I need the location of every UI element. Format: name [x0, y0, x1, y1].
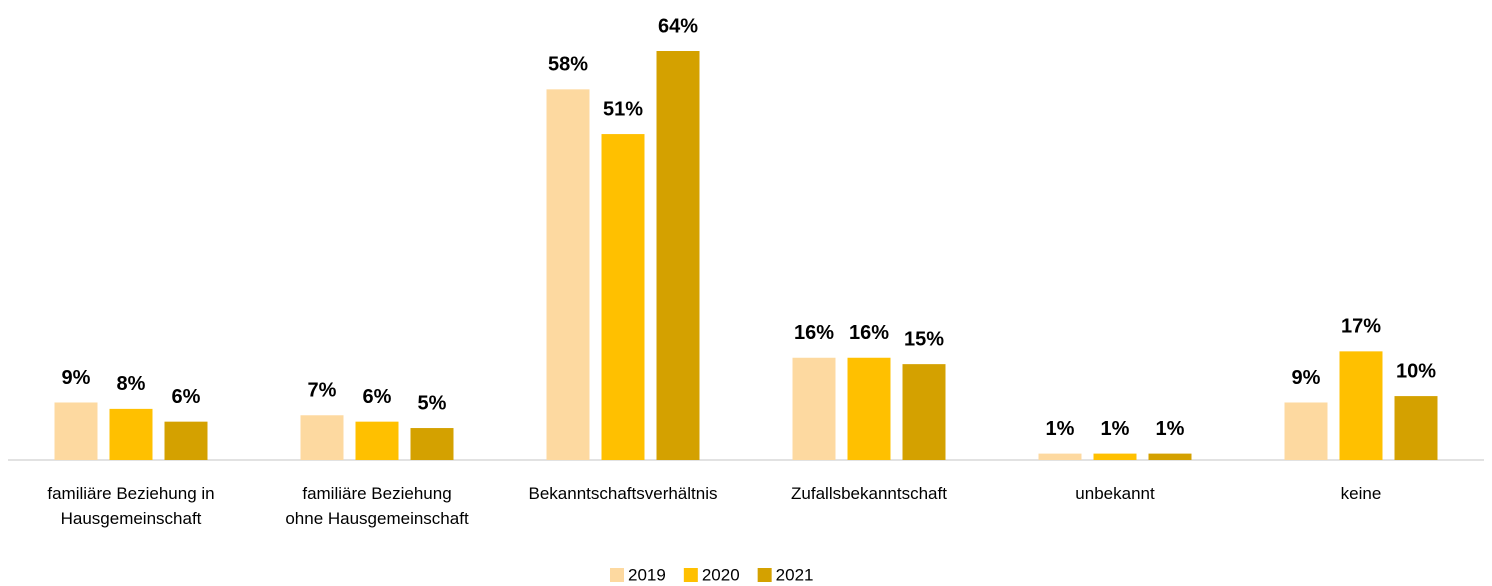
bar: [164, 421, 208, 460]
bar: [546, 89, 590, 460]
bar: [792, 357, 836, 460]
legend-swatch: [757, 568, 772, 582]
value-label: 9%: [1292, 367, 1321, 389]
bar: [410, 428, 454, 460]
legend-swatch: [610, 568, 624, 582]
value-label: 1%: [1101, 418, 1130, 440]
value-label: 9%: [62, 367, 91, 389]
bar: [1394, 396, 1438, 460]
x-tick-label: keine: [1340, 484, 1382, 503]
value-label: 6%: [172, 386, 201, 408]
x-tick-label: familiäre Beziehung in Hausgemeinschaft: [47, 484, 215, 528]
value-label: 15%: [904, 328, 944, 350]
bar: [1284, 402, 1328, 460]
legend-label: 2020: [702, 565, 740, 584]
value-label: 16%: [794, 322, 834, 344]
bar: [355, 421, 399, 460]
legend-swatch: [683, 568, 698, 582]
value-label: 7%: [308, 380, 337, 402]
legend-label: 2021: [776, 565, 814, 584]
bar: [1038, 453, 1082, 460]
bar: [847, 357, 891, 460]
value-label: 58%: [548, 54, 588, 76]
x-tick-label: unbekannt: [1075, 484, 1155, 503]
bar: [656, 51, 700, 460]
value-label: 1%: [1156, 418, 1185, 440]
value-label: 64%: [658, 15, 698, 37]
bar: [902, 364, 946, 460]
value-label: 10%: [1396, 360, 1436, 382]
legend-label: 2019: [628, 565, 666, 584]
value-label: 17%: [1341, 316, 1381, 338]
value-label: 5%: [418, 392, 447, 414]
value-label: 8%: [117, 373, 146, 395]
bar: [1148, 453, 1192, 460]
value-label: 16%: [849, 322, 889, 344]
x-tick-label: Zufallsbekanntschaft: [791, 484, 947, 503]
value-label: 6%: [363, 386, 392, 408]
value-label: 51%: [603, 98, 643, 120]
bar: [601, 134, 645, 460]
bar: [54, 402, 98, 460]
x-tick-label: Bekanntschaftsverhältnis: [528, 484, 718, 503]
bar: [109, 408, 153, 460]
value-label: 1%: [1046, 418, 1075, 440]
bar: [1093, 453, 1137, 460]
bar: [300, 415, 344, 460]
bar: [1339, 351, 1383, 460]
x-tick-label: familiäre Beziehung ohne Hausgemeinschaf…: [285, 484, 469, 528]
